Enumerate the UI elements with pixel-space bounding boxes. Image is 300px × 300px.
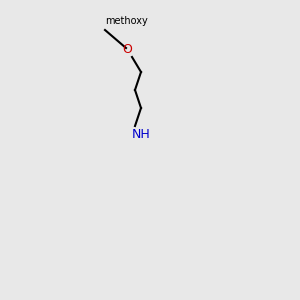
Text: methoxy: methoxy	[105, 16, 148, 26]
Text: NH: NH	[132, 128, 150, 142]
Text: O: O	[123, 43, 132, 56]
